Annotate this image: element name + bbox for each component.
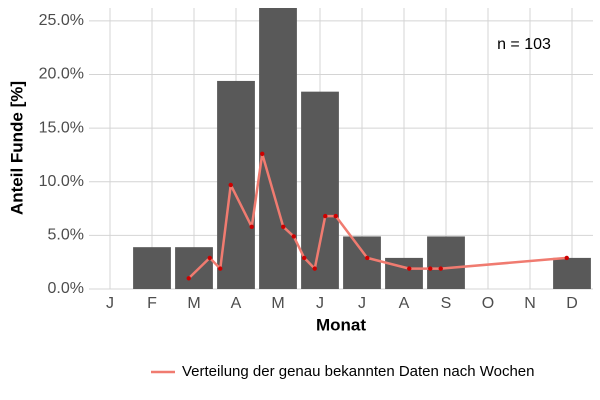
bar: [133, 247, 171, 289]
x-tick-label: D: [566, 295, 578, 312]
x-tick-label: A: [399, 295, 410, 312]
trend-point: [218, 266, 223, 271]
bar: [175, 247, 213, 289]
y-tick-label: 5.0%: [48, 227, 84, 244]
x-tick-label: F: [147, 295, 157, 312]
bar: [427, 236, 465, 289]
x-tick-label: N: [524, 295, 536, 312]
trend-point: [281, 224, 286, 229]
annotation: n = 103: [497, 36, 551, 53]
bar: [553, 257, 591, 289]
y-tick-label: 0.0%: [48, 280, 84, 297]
trend-point: [312, 266, 317, 271]
y-axis-title: Anteil Funde [%]: [7, 81, 26, 215]
x-tick-label: J: [358, 295, 366, 312]
trend-point: [438, 266, 443, 271]
bar: [301, 91, 339, 289]
trend-point: [291, 234, 296, 239]
bar: [217, 80, 255, 289]
y-tick-label: 15.0%: [39, 119, 84, 136]
trend-point: [564, 255, 569, 261]
bar: [259, 8, 297, 289]
trend-point: [228, 182, 233, 188]
trend-point: [302, 255, 307, 261]
trend-point: [407, 266, 412, 271]
bar: [343, 236, 381, 289]
legend-label: Verteilung der genau bekannten Daten nac…: [182, 363, 535, 380]
x-tick-label: O: [482, 295, 494, 312]
bar: [385, 257, 423, 289]
trend-point: [365, 255, 370, 261]
x-tick-label: J: [316, 295, 324, 312]
x-tick-label: A: [231, 295, 242, 312]
x-tick-label: J: [106, 295, 114, 312]
y-tick-label: 25.0%: [39, 12, 84, 29]
trend-point: [249, 224, 254, 229]
trend-point: [323, 213, 328, 219]
trend-point: [207, 255, 212, 261]
x-tick-label: M: [187, 295, 200, 312]
trend-point: [260, 151, 265, 157]
trend-point: [186, 276, 191, 281]
y-tick-label: 20.0%: [39, 66, 84, 83]
trend-point: [428, 266, 433, 271]
x-tick-label: M: [271, 295, 284, 312]
x-axis-title: Monat: [316, 315, 366, 334]
trend-point: [333, 213, 338, 219]
y-tick-label: 10.0%: [39, 173, 84, 190]
x-tick-label: S: [441, 295, 452, 312]
